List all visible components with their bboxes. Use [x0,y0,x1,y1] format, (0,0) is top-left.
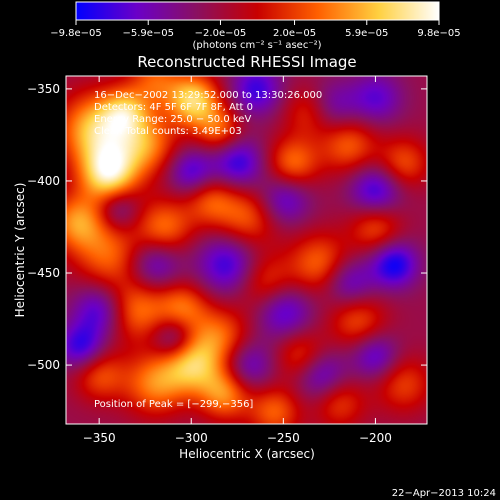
colorbar: −9.8e−05 −5.9e−05 −2.0e−05 2.0e−05 5.9e−05 9.… [50,1,461,51]
annotation-detectors: Detectors: 4F 5F 6F 7F 8F, Att 0 [94,102,253,113]
x-tick-label: −250 [267,431,300,445]
x-axis: −350 −300 −250 −200 [83,76,392,445]
colorbar-tick-label: 2.0e−05 [273,28,316,39]
heatmap-image [66,76,427,424]
peak-position-label: Position of Peak = [−299,−356] [94,399,253,410]
y-tick-label: −400 [27,174,60,188]
colorbar-units: (photons cm⁻² s⁻¹ asec⁻²) [192,40,321,51]
colorbar-tick-label: 5.9e−05 [345,28,388,39]
chart-title: Reconstructed RHESSI Image [137,53,356,71]
heatmap-image-container [66,76,427,424]
colorbar-tick-label: 9.8e−05 [417,28,460,39]
x-tick-label: −350 [83,431,116,445]
colorbar-ticks: −9.8e−05 −5.9e−05 −2.0e−05 2.0e−05 5.9e−05 9.… [50,20,461,39]
y-axis-label: Heliocentric Y (arcsec) [13,183,27,318]
plot-frame [65,75,428,425]
annotation-total-counts: Clean Total counts: 3.49E+03 [94,126,242,137]
annotation-time-range: 16−Dec−2002 13:29:52.000 to 13:30:26.000 [94,90,322,101]
y-tick-label: −350 [27,82,60,96]
footer-date: 22−Apr−2013 10:24 [392,488,496,499]
observation-annotations: 16−Dec−2002 13:29:52.000 to 13:30:26.000… [94,90,322,137]
y-tick-label: −500 [27,358,60,372]
colorbar-tick-label: −9.8e−05 [50,28,102,39]
colorbar-tick-label: −2.0e−05 [195,28,247,39]
x-tick-label: −200 [359,431,392,445]
annotation-energy-range: Energy Range: 25.0 − 50.0 keV [94,114,251,125]
y-tick-label: −450 [27,266,60,280]
colorbar-tick-label: −5.9e−05 [122,28,174,39]
x-axis-label: Heliocentric X (arcsec) [179,447,315,461]
y-axis: −350 −400 −450 −500 [27,82,427,372]
x-tick-label: −300 [175,431,208,445]
colorbar-gradient [75,1,440,21]
